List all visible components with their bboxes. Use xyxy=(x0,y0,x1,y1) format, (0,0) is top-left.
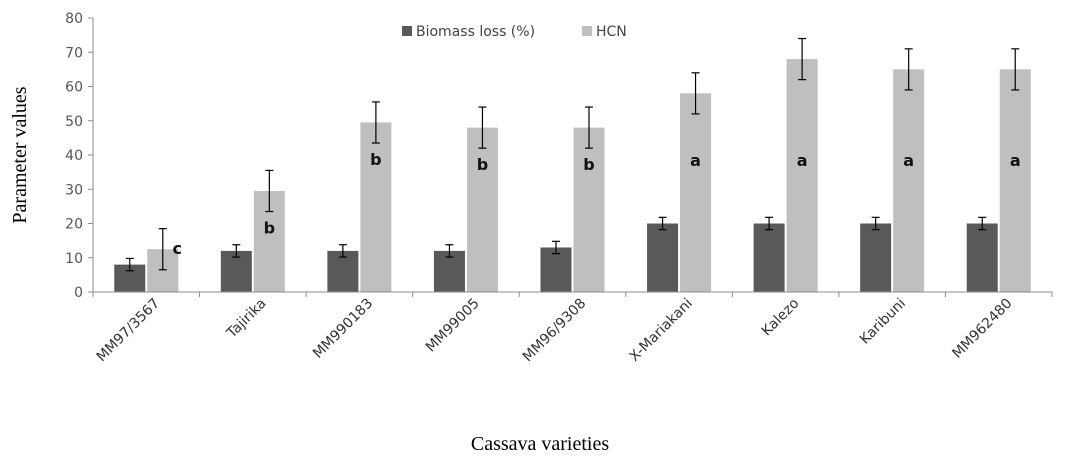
x-tick-label: MM962480 xyxy=(949,296,1015,362)
bar-biomass-loss xyxy=(433,250,465,292)
x-tick-label: Tajirika xyxy=(223,296,269,342)
significance-label: a xyxy=(797,151,808,170)
bar-biomass-loss xyxy=(753,223,785,292)
bar-hcn xyxy=(999,69,1031,292)
bar-biomass-loss xyxy=(860,223,892,292)
bars: c b b b b a a a a xyxy=(114,37,1031,293)
bar-biomass-loss xyxy=(966,223,998,292)
bar-hcn xyxy=(573,127,605,292)
x-axis-title: Cassava varieties xyxy=(471,433,609,455)
legend-swatch xyxy=(582,26,592,36)
bar-biomass-loss xyxy=(220,250,252,292)
x-tick-label: MM97/3567 xyxy=(94,296,164,366)
significance-label: b xyxy=(264,219,275,238)
x-tick-label: Karibuni xyxy=(857,296,909,348)
y-tick-label: 30 xyxy=(65,182,83,198)
bar-hcn xyxy=(466,127,498,292)
bar-hcn xyxy=(680,93,712,292)
y-tick-label: 10 xyxy=(65,251,83,267)
y-tick-label: 60 xyxy=(65,80,83,96)
significance-label: b xyxy=(583,155,594,174)
bar-biomass-loss xyxy=(327,250,359,292)
y-tick-label: 80 xyxy=(65,11,83,27)
significance-label: c xyxy=(173,239,182,258)
significance-label: a xyxy=(690,151,701,170)
significance-label: b xyxy=(477,155,488,174)
legend-label: Biomass loss (%) xyxy=(416,24,535,40)
y-axis-title: Parameter values xyxy=(9,86,31,223)
x-axis: MM97/3567 Tajirika MM990183 MM99005 MM96/930… xyxy=(92,291,1053,366)
y-tick-label: 70 xyxy=(65,45,83,61)
x-tick-label: MM990183 xyxy=(310,296,376,362)
significance-label: a xyxy=(1010,151,1021,170)
bar-hcn xyxy=(893,69,925,292)
y-axis: 0 10 20 30 40 50 60 70 80 xyxy=(65,11,94,301)
bar-hcn xyxy=(360,122,392,293)
x-tick-label: Kalezo xyxy=(759,296,803,340)
significance-label: a xyxy=(903,151,914,170)
legend-label: HCN xyxy=(596,24,627,40)
x-tick-label: X-Mariakani xyxy=(627,296,696,365)
x-tick-label: MM99005 xyxy=(423,296,483,356)
legend-swatch xyxy=(402,26,412,36)
bar-biomass-loss xyxy=(647,223,679,292)
significance-label: b xyxy=(370,150,381,169)
x-tick-label: MM96/9308 xyxy=(520,296,590,366)
y-tick-label: 20 xyxy=(65,217,83,233)
bar-hcn xyxy=(786,59,818,292)
y-tick-label: 50 xyxy=(65,114,83,130)
bar-biomass-loss xyxy=(540,247,572,292)
legend: Biomass loss (%) HCN xyxy=(402,24,627,40)
y-tick-label: 40 xyxy=(65,148,83,164)
y-tick-label: 0 xyxy=(74,285,83,301)
